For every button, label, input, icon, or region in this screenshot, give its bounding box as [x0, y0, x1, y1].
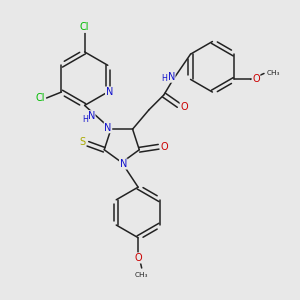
Text: Cl: Cl [80, 22, 89, 32]
Text: S: S [79, 137, 85, 147]
Text: O: O [180, 102, 188, 112]
Text: H: H [82, 115, 88, 124]
Text: N: N [120, 159, 127, 169]
Text: N: N [88, 111, 95, 121]
Text: CH₃: CH₃ [266, 70, 280, 76]
Text: N: N [106, 87, 113, 97]
Text: H: H [161, 74, 167, 83]
Text: O: O [161, 142, 168, 152]
Text: Cl: Cl [35, 93, 45, 103]
Text: O: O [252, 74, 260, 84]
Text: N: N [167, 72, 175, 82]
Text: O: O [134, 253, 142, 263]
Text: CH₃: CH₃ [135, 272, 148, 278]
Text: N: N [104, 123, 112, 133]
